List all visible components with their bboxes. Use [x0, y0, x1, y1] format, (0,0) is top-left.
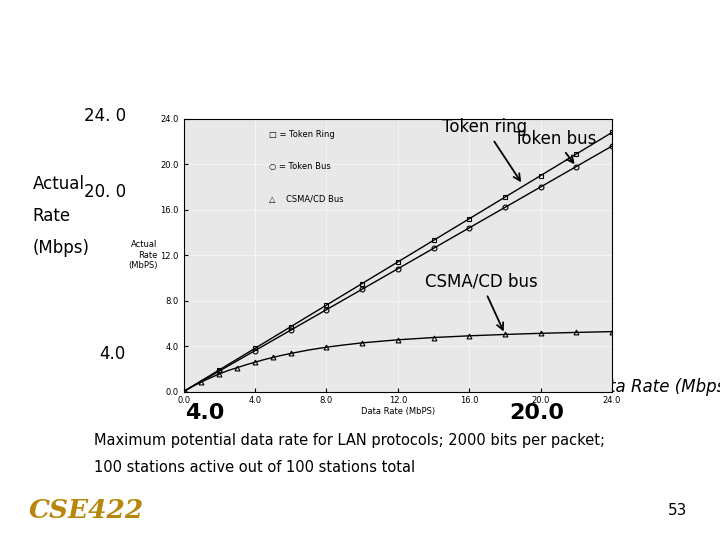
Y-axis label: Actual
Rate
(MbPS): Actual Rate (MbPS)	[128, 240, 158, 270]
Text: (Mbps): (Mbps)	[32, 239, 89, 258]
Text: Token bus: Token bus	[514, 130, 596, 163]
Text: 24. 0: 24. 0	[84, 107, 126, 125]
Text: CSMA/CD bus: CSMA/CD bus	[425, 273, 537, 330]
Text: □ = Token Ring: □ = Token Ring	[269, 130, 335, 139]
Text: Token ring: Token ring	[442, 118, 528, 181]
X-axis label: Data Rate (MbPS): Data Rate (MbPS)	[361, 407, 435, 416]
Text: Data Rate (Mbps): Data Rate (Mbps)	[586, 378, 720, 396]
Text: Rate: Rate	[32, 207, 71, 225]
Text: △    CSMA/CD Bus: △ CSMA/CD Bus	[269, 195, 344, 204]
Text: ○ = Token Bus: ○ = Token Bus	[269, 163, 331, 171]
Text: 100 stations active out of 100 stations total: 100 stations active out of 100 stations …	[94, 460, 415, 475]
Text: Actual: Actual	[32, 174, 84, 193]
Text: 53: 53	[668, 503, 688, 518]
Text: 20. 0: 20. 0	[84, 183, 126, 201]
Text: 4.0: 4.0	[100, 345, 126, 363]
Text: Maximum potential data rate for LAN protocols; 2000 bits per packet;: Maximum potential data rate for LAN prot…	[94, 433, 605, 448]
Text: 20.0: 20.0	[509, 403, 564, 423]
Text: CSE422: CSE422	[29, 498, 144, 523]
Text: 4.0: 4.0	[186, 403, 225, 423]
